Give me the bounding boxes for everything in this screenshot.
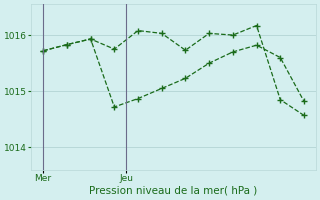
X-axis label: Pression niveau de la mer( hPa ): Pression niveau de la mer( hPa ) [90, 186, 258, 196]
